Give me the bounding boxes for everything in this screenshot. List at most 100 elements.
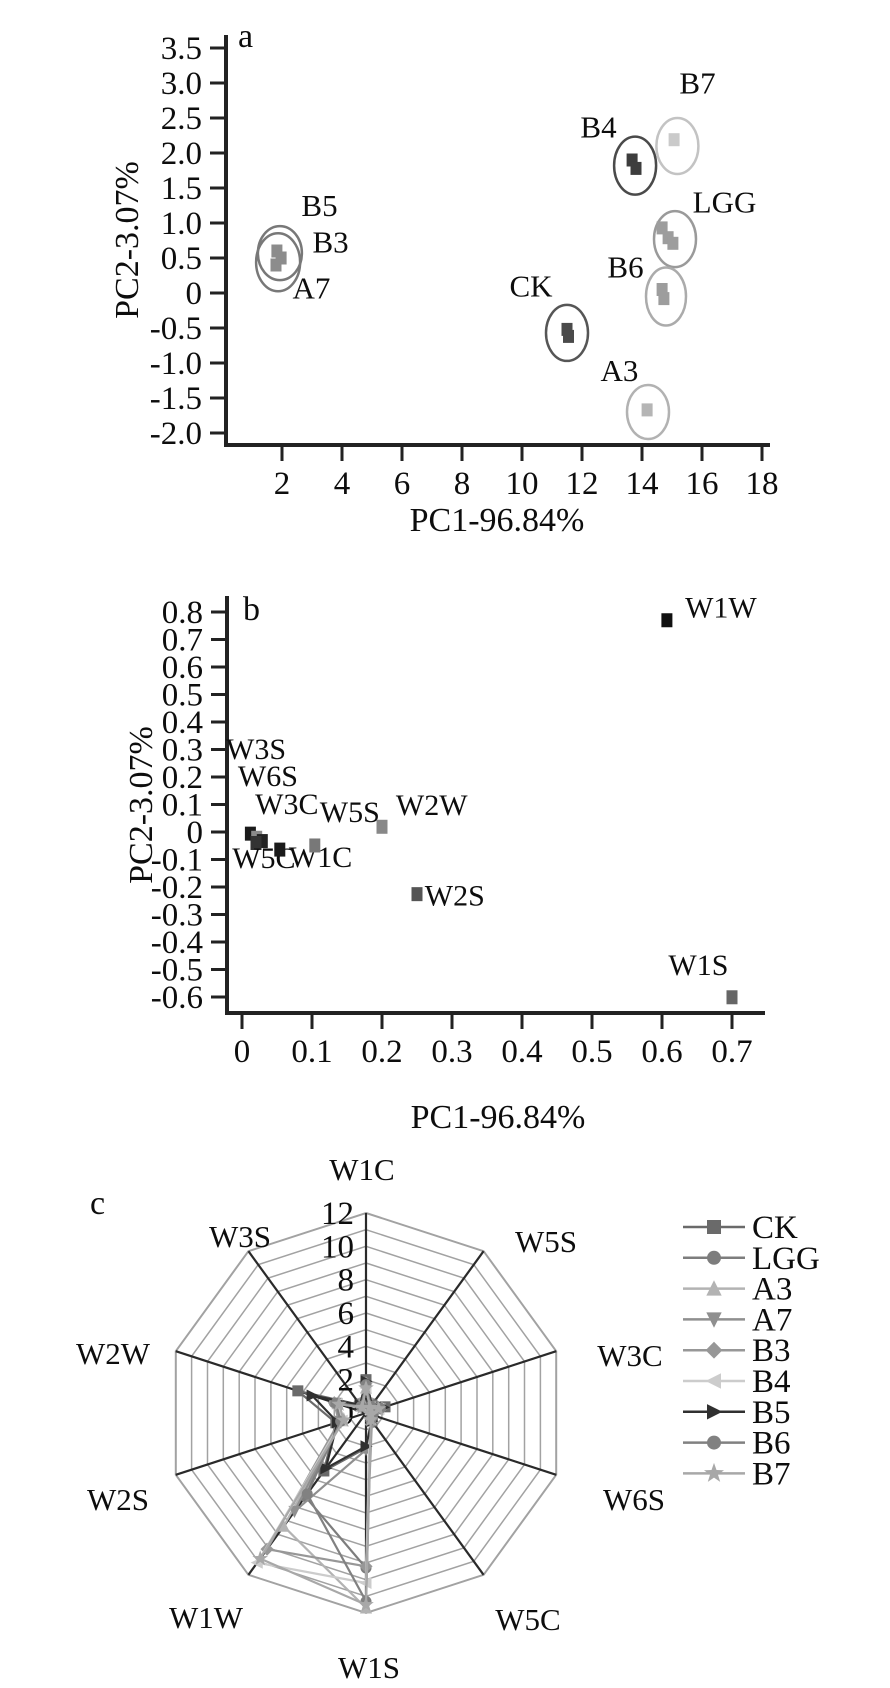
legend-marker-CK: [707, 1220, 721, 1234]
panel-b-y-axis-title: PC2-3.07%: [123, 726, 160, 884]
x-tick-label: 0.3: [431, 1034, 472, 1070]
legend-label-A7: A7: [752, 1302, 792, 1338]
scatter-point-A3: [641, 403, 653, 417]
radar-radial-tick-label: 8: [338, 1263, 355, 1299]
x-tick-label: 0.6: [641, 1034, 682, 1070]
loading-label-W5C: W5C: [232, 842, 295, 875]
radar-series-marker-B7: [354, 1399, 370, 1415]
radar-axis-label-W6S: W6S: [603, 1482, 665, 1517]
cluster-label-B6: B6: [607, 250, 643, 285]
x-tick-label: 0: [234, 1034, 251, 1070]
radar-axis-label-W2S: W2S: [87, 1482, 149, 1517]
scatter-point-LGG: [656, 221, 668, 235]
y-tick-label: -2.0: [150, 416, 202, 452]
legend-label-B4: B4: [752, 1364, 791, 1400]
x-tick-label: 6: [394, 466, 411, 502]
cluster-label-B3: B3: [313, 224, 349, 259]
radar-series-marker-B7: [358, 1379, 374, 1395]
panel-b-plot-area: 0.80.70.60.50.40.30.20.10-0.1-0.2-0.3-0.…: [151, 592, 765, 1070]
panel-a-letter: a: [238, 18, 253, 55]
y-tick-label: 0: [186, 276, 203, 312]
legend-label-B5: B5: [752, 1395, 791, 1431]
loading-point-W1S: [726, 990, 738, 1005]
cluster-ellipse-B4: [612, 135, 658, 196]
radar-series-marker-CK: [292, 1385, 304, 1397]
cluster-label-B7: B7: [679, 66, 715, 101]
radar-spoke-W5C: [365, 1412, 485, 1576]
loading-point-W1W: [661, 613, 673, 628]
radar-radial-tick-label: 2: [338, 1363, 355, 1399]
radar-series-marker-B5: [306, 1389, 319, 1402]
radar-axis-label-W5C: W5C: [495, 1602, 560, 1637]
cluster-label-A3: A3: [601, 353, 639, 388]
scatter-point-LGG: [667, 236, 679, 250]
x-tick-label: 0.5: [571, 1034, 612, 1070]
y-tick-label: 0.2: [162, 760, 203, 796]
panel-a-plot-area: 3.53.02.52.01.51.00.50-0.5-1.0-1.5-2.0 2 4…: [150, 31, 779, 502]
y-tick-label: 0.3: [162, 733, 203, 769]
legend-label-CK: CK: [752, 1210, 798, 1246]
loading-label-W1C: W1C: [289, 841, 352, 874]
x-tick-label: 14: [626, 466, 659, 502]
loading-point-W5C: [250, 836, 262, 850]
radar-series-marker-B5: [360, 1440, 373, 1453]
panel-a-y-axis-title: PC2-3.07%: [109, 161, 146, 319]
legend-marker-B5: [707, 1404, 723, 1420]
radar-series-marker-B6: [301, 1488, 313, 1500]
loading-point-W3C: [256, 834, 268, 849]
x-tick-label: 12: [566, 466, 599, 502]
loading-label-W2S: W2S: [425, 880, 485, 913]
radar-axis-label-W3S: W3S: [209, 1219, 271, 1254]
scatter-point-B5-B3-A7-cluster: [275, 251, 287, 265]
radar-radial-tick-label: 10: [321, 1229, 354, 1265]
y-tick-label: 3.5: [161, 31, 202, 67]
radar-series-marker-B7: [362, 1399, 378, 1415]
cluster-ellipse-B7: [655, 116, 700, 176]
y-tick-label: 0.4: [162, 705, 203, 741]
radar-axis-label-W2W: W2W: [76, 1336, 151, 1371]
legend-marker-B7: [704, 1462, 724, 1482]
legend-marker-A7: [706, 1312, 722, 1328]
y-tick-label: 3.0: [161, 66, 202, 102]
cluster-label-A7: A7: [292, 271, 330, 306]
radar-axis-label-W3C: W3C: [597, 1338, 662, 1373]
radar-series-marker-B7: [252, 1550, 268, 1566]
loading-point-W2S: [411, 887, 423, 902]
y-tick-label: 0.7: [162, 623, 203, 659]
legend-label-LGG: LGG: [752, 1241, 820, 1277]
y-tick-label: 2.0: [161, 136, 202, 172]
legend-label-B7: B7: [752, 1456, 791, 1492]
y-tick-label: -0.5: [151, 953, 203, 989]
radar-spoke-W5S: [365, 1250, 485, 1414]
cluster-ellipse-CK: [544, 303, 590, 363]
scatter-point-B5-B3-A7-cluster: [270, 258, 282, 272]
cluster-label-B4: B4: [580, 110, 617, 145]
y-tick-label: -0.5: [150, 311, 202, 347]
radar-series-marker-B7: [370, 1400, 387, 1416]
radar-spoke-W3C: [365, 1350, 557, 1415]
scatter-point-B5-B3-A7-cluster: [271, 244, 283, 258]
x-tick-label: 18: [746, 466, 779, 502]
scatter-point-B6: [658, 292, 670, 306]
loading-label-W2W: W2W: [396, 789, 468, 822]
legend-marker-A3: [706, 1280, 722, 1296]
x-tick-label: 16: [686, 466, 719, 502]
loading-point-W2W: [376, 819, 388, 834]
y-tick-label: 1.0: [161, 206, 202, 242]
radar-radial-tick-label: 4: [338, 1329, 355, 1365]
y-tick-label: 0.5: [162, 678, 203, 714]
cluster-label-LGG: LGG: [693, 185, 757, 220]
loading-point-W5S: [309, 838, 321, 853]
radar-spoke-W6S: [365, 1411, 557, 1476]
cluster-ellipse-B5-B3-A7-cluster: [254, 231, 302, 293]
scatter-point-B6: [656, 283, 668, 296]
y-tick-label: 0.6: [162, 650, 203, 686]
panel-a-scatter: a PC1-96.84% PC2-3.07% 3.53.02.52.01.51.…: [109, 18, 779, 539]
legend-marker-B4: [705, 1373, 721, 1389]
radar-series-marker-A3: [277, 1519, 290, 1532]
scatter-point-B7: [668, 133, 680, 147]
x-tick-label: 0.4: [501, 1034, 542, 1070]
